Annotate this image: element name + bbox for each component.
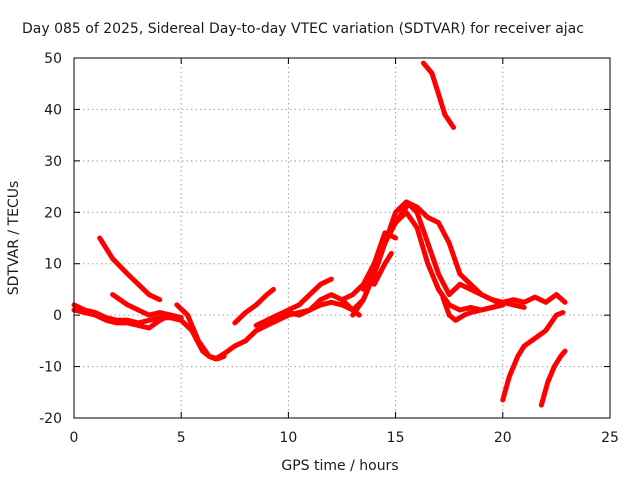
y-tick-label: 10: [44, 257, 62, 273]
y-tick-label: 50: [44, 51, 62, 67]
y-tick-label: -10: [39, 360, 62, 376]
series-line-arc-15: [421, 60, 456, 130]
y-tick-label: 0: [53, 308, 62, 324]
y-tick-label: -20: [39, 411, 62, 427]
series-line-arc-5: [174, 302, 227, 362]
x-tick-label: 25: [601, 430, 619, 446]
x-tick-label: 20: [494, 430, 512, 446]
y-tick-label: 40: [44, 102, 62, 118]
series-line-arc-14: [371, 250, 394, 287]
series-line-arc-4: [110, 292, 184, 321]
x-tick-label: 15: [387, 430, 405, 446]
x-axis-label: GPS time / hours: [281, 458, 398, 474]
series-line-arc-9: [264, 292, 362, 323]
x-tick-label: 5: [177, 430, 186, 446]
series-line-arc-16: [440, 294, 506, 323]
grid-layer: [74, 58, 610, 418]
tick-labels: 0 5 10 15 20 25 -20 -10 0 10 20 30 40 50: [39, 51, 619, 446]
series-line-arc-12: [403, 199, 506, 308]
series-layer: [71, 60, 568, 408]
series-line-arc-13: [360, 230, 399, 292]
y-axis-label: SDTVAR / TECUs: [6, 181, 22, 296]
series-line-arc-6: [232, 286, 276, 326]
series-line-arc-2: [71, 307, 184, 331]
ticks-layer: [73, 57, 611, 419]
x-tick-label: 10: [279, 430, 297, 446]
y-tick-label: 20: [44, 205, 62, 221]
plot-frame: [73, 57, 611, 419]
series-line-arc-18: [538, 348, 568, 408]
series-line-arc-17: [500, 310, 566, 403]
chart-title: Day 085 of 2025, Sidereal Day-to-day VTE…: [22, 21, 584, 37]
x-tick-label: 0: [70, 430, 79, 446]
y-tick-label: 30: [44, 154, 62, 170]
series-line-arc-3: [97, 235, 163, 303]
series-line-arc-19: [500, 292, 568, 305]
